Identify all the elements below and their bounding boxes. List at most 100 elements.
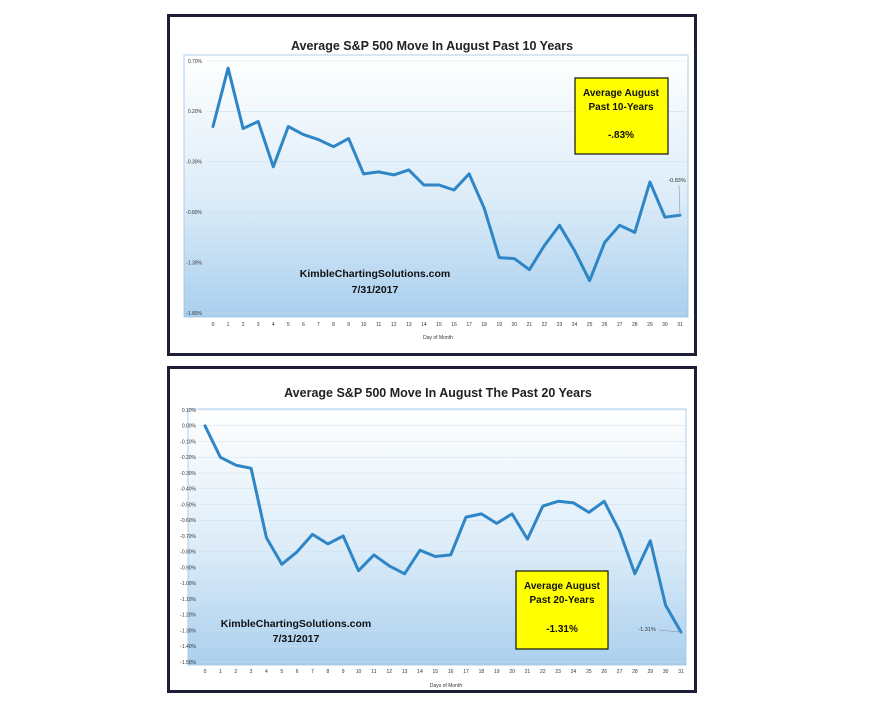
x-tick-label: 25: [587, 322, 593, 328]
y-tick-label: 0.10%: [182, 408, 197, 414]
x-tick-label: 29: [648, 669, 654, 675]
data-point: [419, 549, 421, 552]
series-points: [204, 424, 682, 633]
callout-background: [515, 570, 609, 650]
x-tick-label: 23: [557, 322, 563, 328]
y-tick-label: -0.30%: [180, 471, 196, 477]
x-tick-label: 18: [481, 322, 487, 328]
series-line: [211, 66, 682, 283]
data-point: [453, 189, 455, 191]
x-tick-label: 7: [311, 669, 314, 675]
x-tick-label: 4: [272, 322, 275, 328]
x-tick-label: 7: [317, 322, 320, 328]
x-tick-label: 2: [242, 322, 245, 328]
x-tick-label: 29: [647, 322, 653, 328]
y-tick-label: -0.30%: [186, 160, 202, 166]
x-tick-label: 6: [296, 669, 299, 675]
data-point: [587, 511, 590, 514]
chart-20-years: Average S&P 500 Move In August The Past …: [180, 386, 687, 689]
x-tick-label: 2: [234, 669, 237, 675]
y-tick-label: -1.80%: [186, 311, 202, 317]
callout-line-1: Average August: [583, 88, 660, 99]
data-point: [541, 505, 544, 507]
x-tick-label: 25: [586, 669, 592, 675]
data-point: [557, 500, 560, 503]
data-point: [227, 67, 229, 69]
data-point: [648, 181, 651, 183]
x-tick-label: 9: [342, 669, 345, 675]
x-tick-label: 12: [391, 322, 397, 328]
y-tick-label: -0.20%: [180, 455, 196, 461]
chart-title: Average S&P 500 Move In August The Past …: [284, 386, 592, 400]
data-point: [634, 572, 636, 575]
data-point: [528, 268, 531, 271]
data-point: [280, 563, 283, 566]
x-tick-label: 26: [602, 322, 608, 328]
watermark-date: 7/31/2017: [273, 633, 320, 645]
data-point: [296, 550, 299, 553]
chart-title: Average S&P 500 Move In August Past 10 Y…: [291, 39, 573, 53]
x-tick-label: 24: [571, 669, 577, 675]
end-label-leader: [678, 185, 681, 216]
data-point: [317, 138, 320, 141]
x-tick-label: 31: [678, 669, 684, 675]
y-tick-label: -0.10%: [180, 439, 196, 445]
x-tick-label: 10: [361, 322, 367, 328]
data-point: [342, 535, 345, 537]
data-point: [465, 516, 467, 518]
end-value-label: -0.83%: [668, 178, 686, 184]
data-point: [558, 224, 561, 227]
data-point: [377, 170, 380, 173]
data-point: [664, 604, 667, 607]
x-tick-label: 30: [662, 322, 668, 328]
data-point: [603, 241, 606, 244]
data-point: [468, 172, 470, 175]
x-tick-label: 19: [494, 669, 500, 675]
x-tick-label: 16: [451, 322, 457, 328]
data-point: [287, 125, 290, 128]
data-point: [423, 184, 425, 186]
data-point: [250, 467, 252, 470]
y-tick-label: -1.20%: [180, 613, 196, 619]
data-point: [204, 424, 206, 427]
data-point: [649, 539, 652, 542]
y-tick-label: -0.60%: [180, 518, 196, 524]
callout-value: -.83%: [608, 130, 634, 141]
y-tick-label: -1.10%: [180, 597, 196, 603]
x-tick-label: 17: [466, 322, 472, 328]
x-tick-label: 17: [463, 669, 469, 675]
data-point: [272, 165, 275, 168]
data-point: [449, 554, 452, 556]
x-tick-label: 16: [448, 669, 454, 675]
callout-line-2: Past 20-Years: [529, 595, 594, 606]
chart-panel-10-years: Average S&P 500 Move In August Past 10 Y…: [167, 14, 697, 356]
x-tick-label: 24: [572, 322, 578, 328]
x-tick-label: 30: [663, 669, 669, 675]
data-point: [347, 137, 350, 140]
x-tick-label: 8: [332, 322, 335, 328]
x-tick-label: 22: [540, 669, 546, 675]
data-point: [362, 172, 365, 175]
data-point: [392, 174, 395, 176]
data-point: [212, 125, 214, 128]
x-tick-label: 11: [376, 322, 381, 328]
x-tick-label: 0: [212, 322, 215, 328]
end-label-leader: [658, 629, 682, 633]
x-tick-label: 21: [527, 322, 533, 328]
x-tick-label: 11: [371, 669, 376, 675]
data-point: [326, 542, 329, 545]
data-point: [526, 538, 529, 541]
y-tick-label: -1.00%: [180, 581, 196, 587]
end-value-label: -1.31%: [638, 627, 656, 633]
y-tick-label: 0.70%: [188, 59, 203, 65]
y-tick-label: -1.50%: [180, 660, 196, 666]
data-point: [302, 133, 305, 136]
x-tick-label: 5: [280, 669, 283, 675]
x-tick-label: 27: [617, 322, 623, 328]
data-point: [388, 565, 391, 567]
data-point: [438, 184, 440, 186]
y-axis-ticks: 0.70% 0.20% -0.30% -0.80% -1.30% -1.80%: [186, 59, 202, 317]
callout-line-2: Past 10-Years: [588, 102, 653, 113]
y-axis-ticks: 0.10% 0.00% -0.10% -0.20% -0.30% -0.40% -0.50%…: [180, 408, 196, 666]
data-point: [219, 456, 222, 459]
